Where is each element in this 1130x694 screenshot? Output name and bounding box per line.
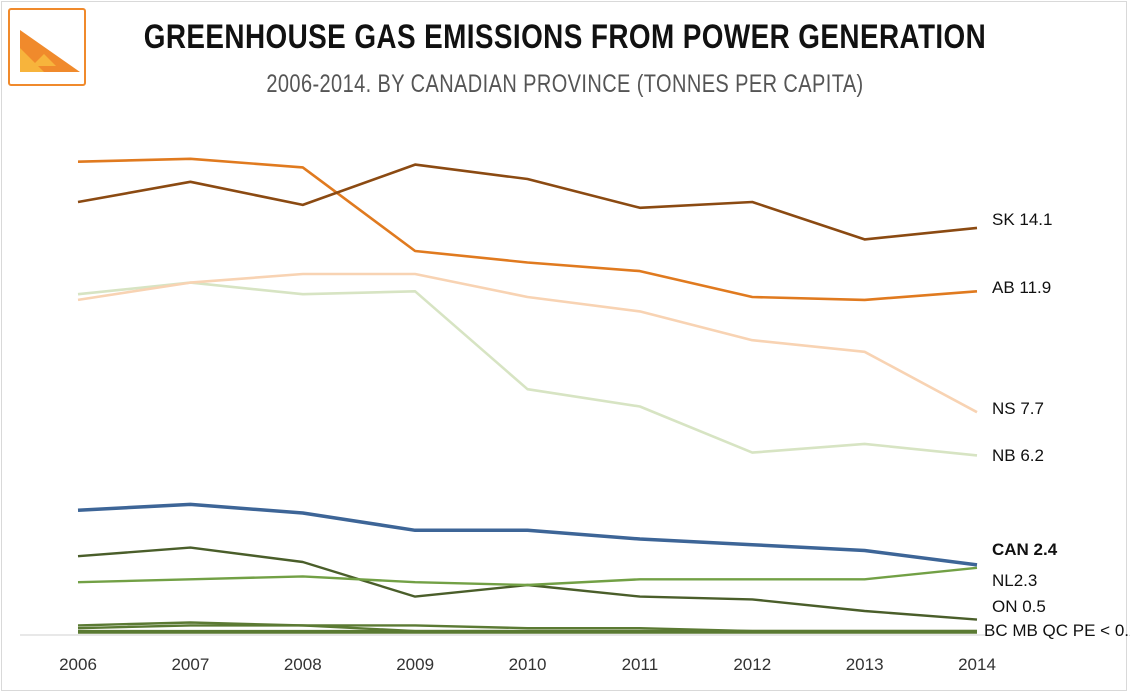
x-tick-label-2012: 2012	[733, 655, 771, 674]
x-tick-label-2011: 2011	[622, 655, 659, 674]
series-line-ab	[77, 157, 978, 302]
series-label-can: CAN 2.4	[992, 540, 1058, 559]
x-tick-label-2006: 2006	[59, 655, 97, 674]
series-label-nb: NB 6.2	[992, 446, 1044, 465]
series-line-on	[77, 546, 978, 621]
x-tick-label-2010: 2010	[509, 655, 547, 674]
x-tick-label-2013: 2013	[846, 655, 884, 674]
series-line-nb	[77, 281, 978, 457]
x-tick-label-2009: 2009	[396, 655, 434, 674]
x-tick-label-2008: 2008	[284, 655, 322, 674]
x-tick-label-2014: 2014	[958, 655, 996, 674]
chart-title: GREENHOUSE GAS EMISSIONS FROM POWER GENE…	[143, 18, 987, 56]
logo-orange-shape	[20, 30, 80, 72]
chart-subtitle: 2006-2014. BY CANADIAN PROVINCE (TONNES …	[266, 70, 864, 98]
series-line-nl	[77, 566, 978, 587]
series-line-sk	[77, 163, 978, 241]
series-line-bc	[77, 621, 977, 633]
series-label-sk: SK 14.1	[992, 210, 1053, 229]
x-tick-label-2007: 2007	[171, 655, 209, 674]
series-label-small-provinces: BC MB QC PE < 0.2	[984, 621, 1130, 640]
series-line-can	[77, 502, 978, 567]
series-label-on: ON 0.5	[992, 597, 1046, 616]
logo-yellow-triangle	[32, 54, 56, 66]
series-label-nl: NL2.3	[992, 571, 1037, 590]
series-line-ns	[77, 272, 978, 414]
logo	[8, 8, 86, 86]
series-label-ab: AB 11.9	[992, 278, 1051, 297]
logo-icon	[20, 30, 80, 72]
series-label-ns: NS 7.7	[992, 399, 1044, 418]
